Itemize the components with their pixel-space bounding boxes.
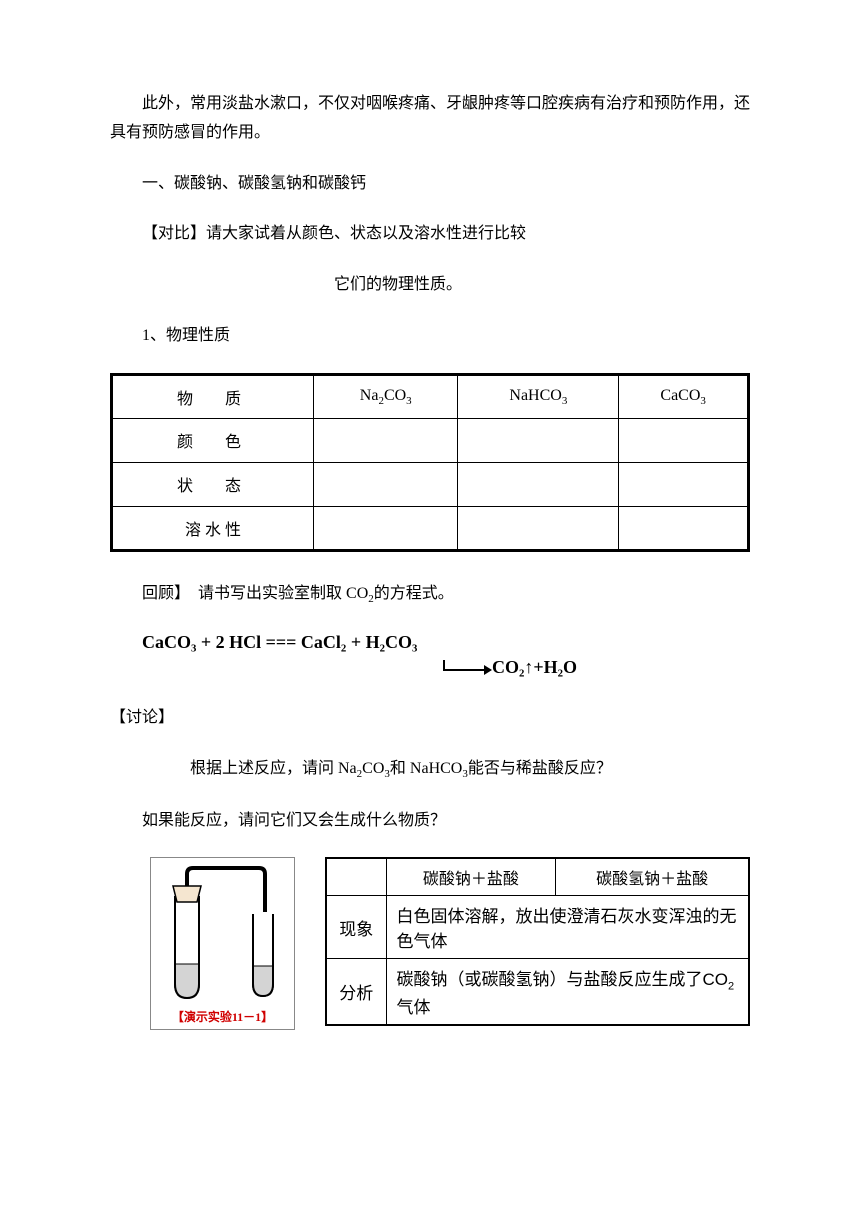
table-row-state: 状 态 [112, 462, 314, 506]
exp-table-row1-label: 现象 [326, 896, 386, 959]
equation-block: CaCO₃ + 2 HCl === CaCl₂ + H₂CO₃ CO₂↑+H₂O [142, 632, 750, 678]
compare-sub: 它们的物理性质。 [334, 271, 750, 300]
section-title: 一、碳酸钠、碳酸氢钠和碳酸钙 [110, 170, 750, 199]
table-row-color: 颜 色 [112, 418, 314, 462]
exp-table-corner [326, 858, 386, 896]
discuss-q2: 如果能反应，请问它们又会生成什么物质？ [110, 807, 750, 836]
equation-line-2: CO₂↑+H₂O [442, 657, 750, 678]
table-cell [619, 462, 749, 506]
experiment-table: 碳酸钠＋盐酸 碳酸氢钠＋盐酸 现象 白色固体溶解，放出使澄清石灰水变浑浊的无色气… [325, 857, 750, 1025]
table-cell [619, 506, 749, 550]
table-cell [458, 418, 619, 462]
properties-table: 物 质 Na2CO3 NaHCO3 CaCO3 颜 色 状 态 溶 水 性 [110, 373, 750, 552]
table-row-solubility: 溶 水 性 [112, 506, 314, 550]
review-line: 回顾】 请书写出实验室制取 CO2的方程式。 [110, 580, 750, 610]
equation-line-1: CaCO₃ + 2 HCl === CaCl₂ + H₂CO₃ [142, 632, 750, 653]
table-cell [314, 462, 458, 506]
table-cell [458, 506, 619, 550]
table-header-nahco3: NaHCO3 [458, 374, 619, 418]
intro-paragraph: 此外，常用淡盐水漱口，不仅对咽喉疼痛、牙龈肿疼等口腔疾病有治疗和预防作用，还具有… [110, 90, 750, 148]
compare-label: 【对比】请大家试着从颜色、状态以及溶水性进行比较 [110, 220, 750, 249]
table-cell [619, 418, 749, 462]
experiment-caption: 【演示实验11－1】 [157, 1008, 288, 1025]
exp-table-row2-label: 分析 [326, 959, 386, 1025]
exp-table-h2: 碳酸氢钠＋盐酸 [556, 858, 749, 896]
discuss-label: 【讨论】 [110, 704, 750, 733]
exp-table-h1: 碳酸钠＋盐酸 [386, 858, 556, 896]
table-cell [314, 506, 458, 550]
discuss-q1: 根据上述反应，请问 Na2CO3和 NaHCO3能否与稀盐酸反应？ [110, 755, 750, 785]
reaction-arrow-icon [442, 657, 492, 678]
table-cell [314, 418, 458, 462]
exp-table-row1-text: 白色固体溶解，放出使澄清石灰水变浑浊的无色气体 [386, 896, 749, 959]
phys-heading: 1、物理性质 [110, 322, 750, 351]
experiment-figure-wrap: 【演示实验11－1】 [110, 857, 295, 1030]
test-tube-apparatus-icon [157, 864, 287, 1004]
table-header-na2co3: Na2CO3 [314, 374, 458, 418]
experiment-figure: 【演示实验11－1】 [150, 857, 295, 1030]
table-header-caco3: CaCO3 [619, 374, 749, 418]
exp-table-row2-text: 碳酸钠（或碳酸氢钠）与盐酸反应生成了CO2气体 [386, 959, 749, 1025]
table-cell [458, 462, 619, 506]
bottom-area: 【演示实验11－1】 碳酸钠＋盐酸 碳酸氢钠＋盐酸 现象 白色固体溶解，放出使澄… [110, 857, 750, 1030]
table-header-substance: 物 质 [112, 374, 314, 418]
